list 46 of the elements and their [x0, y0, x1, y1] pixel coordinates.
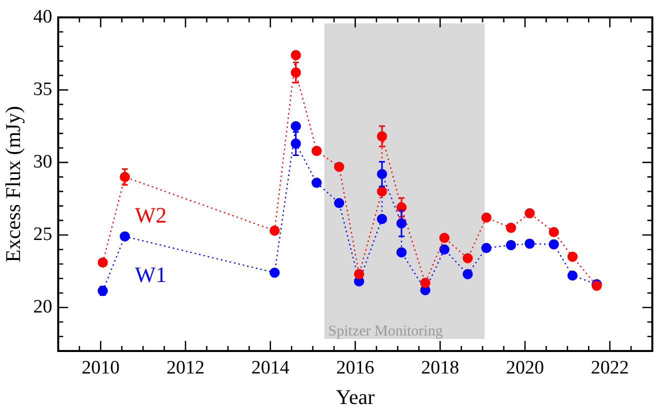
point — [506, 240, 516, 250]
x-tick-label: 2018 — [421, 357, 460, 378]
point — [334, 198, 344, 208]
x-tick-label: 2020 — [506, 357, 544, 378]
point — [396, 247, 407, 258]
x-tick-label: 2010 — [82, 357, 120, 378]
y-tick-label: 20 — [33, 296, 52, 318]
point — [270, 268, 280, 278]
point — [462, 253, 473, 264]
point — [290, 121, 301, 132]
point — [567, 270, 578, 281]
point — [354, 269, 364, 280]
point — [481, 242, 492, 254]
point — [481, 212, 492, 223]
point — [312, 178, 322, 188]
y-axis-title: Excess Flux (mJy) — [1, 106, 26, 262]
point — [270, 226, 280, 236]
point — [98, 257, 108, 268]
point — [548, 239, 559, 250]
series-label: W1 — [134, 262, 167, 288]
x-tick-label: 2016 — [336, 357, 374, 378]
x-axis-title: Year — [336, 384, 375, 409]
point — [439, 232, 450, 243]
point — [462, 269, 473, 280]
series-label: W2 — [134, 202, 167, 228]
point — [567, 252, 578, 262]
point — [290, 50, 301, 60]
point — [334, 162, 344, 172]
point — [312, 146, 322, 156]
point — [439, 244, 450, 255]
x-tick-label: 2014 — [251, 357, 290, 378]
x-tick-label: 2012 — [166, 357, 205, 378]
band-label: Spitzer Monitoring — [328, 323, 444, 340]
point — [420, 278, 430, 288]
point — [506, 222, 516, 233]
point — [524, 238, 535, 249]
point — [120, 231, 130, 242]
point — [376, 214, 388, 224]
y-tick-label: 40 — [33, 6, 52, 28]
point — [548, 226, 559, 238]
point — [376, 186, 388, 197]
y-tick-label: 25 — [33, 224, 52, 245]
y-tick-label: 35 — [33, 78, 52, 100]
x-tick-label: 2022 — [590, 357, 629, 378]
y-tick-label: 30 — [33, 151, 52, 172]
point — [524, 208, 535, 218]
